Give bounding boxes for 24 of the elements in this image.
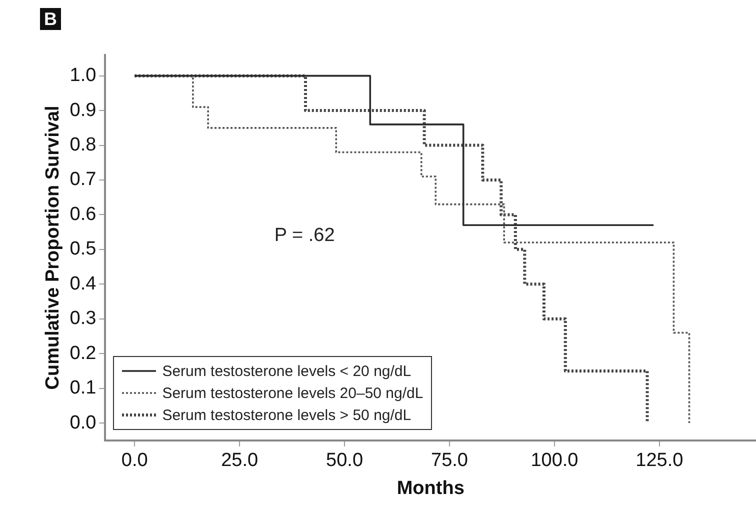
text: B bbox=[40, 8, 61, 30]
legend-label: Serum testosterone levels < 20 ng/dL bbox=[162, 362, 412, 380]
y-tick-label: 0.5 bbox=[70, 238, 96, 260]
x-axis-title: Months bbox=[396, 478, 464, 499]
y-tick-label: 0.6 bbox=[70, 204, 96, 225]
y-tick-label: 0.8 bbox=[70, 134, 96, 156]
y-tick-label: 0.4 bbox=[70, 273, 97, 294]
y-tick-label: 0.3 bbox=[70, 308, 96, 330]
y-axis-title: Cumulative Proportion Survival bbox=[42, 106, 64, 390]
x-tick-label: 50.0 bbox=[326, 450, 364, 472]
y-tick-label: 1.0 bbox=[70, 65, 96, 86]
y-tick-label: 0.1 bbox=[70, 378, 96, 399]
y-tick-label: 0.2 bbox=[70, 342, 96, 364]
annotation: P = .62 bbox=[274, 224, 335, 247]
legend-label: Serum testosterone levels > 50 ng/dL bbox=[162, 406, 412, 424]
x-tick-label: 0.0 bbox=[121, 450, 148, 472]
y-tick-label: 0.9 bbox=[70, 100, 96, 121]
y-tick-label: 0.0 bbox=[70, 412, 96, 434]
legend-label: Serum testosterone levels 20–50 ng/dL bbox=[162, 384, 424, 402]
y-tick-label: 0.7 bbox=[70, 169, 96, 190]
x-tick-label: 100.0 bbox=[530, 450, 578, 472]
x-tick-label: 25.0 bbox=[221, 450, 258, 472]
x-tick-label: 75.0 bbox=[431, 450, 468, 472]
x-tick-label: 125.0 bbox=[636, 450, 684, 472]
